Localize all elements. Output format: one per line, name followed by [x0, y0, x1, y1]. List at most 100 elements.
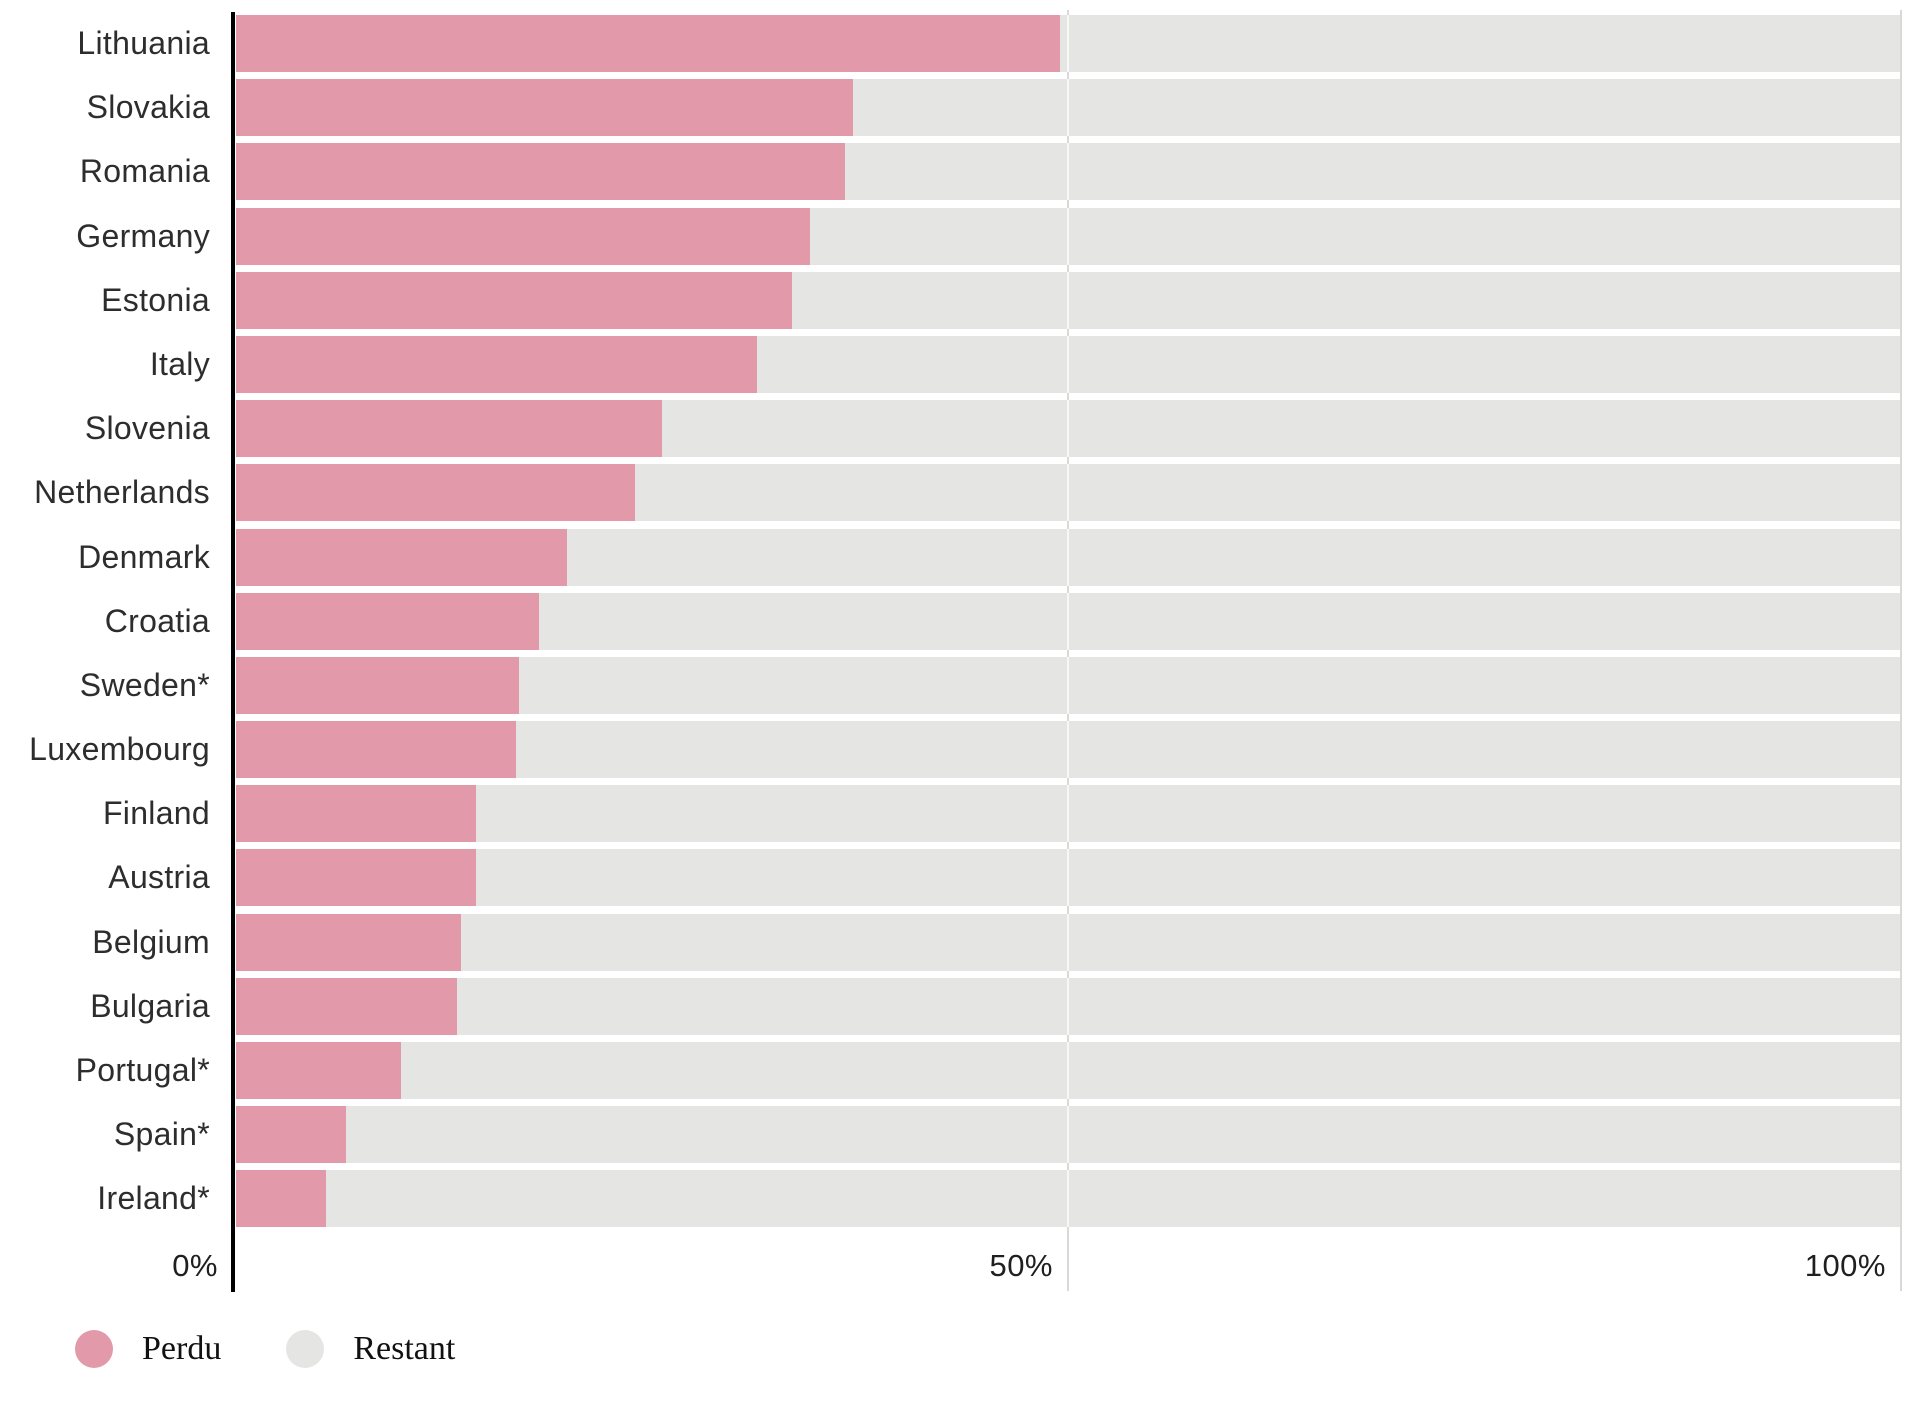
restant-bar — [236, 271, 1900, 329]
country-label: Slovenia — [84, 410, 210, 447]
gridline-50-overlay — [1066, 656, 1070, 714]
restant-bar — [236, 977, 1900, 1035]
perdu-bar — [236, 977, 458, 1035]
label-axis-gap — [210, 978, 236, 1035]
label-axis-gap — [210, 272, 236, 329]
label-axis-gap — [210, 849, 236, 906]
gridline-50-overlay — [1066, 143, 1070, 201]
country-label: Sweden* — [79, 666, 210, 703]
perdu-bar — [236, 207, 811, 265]
restant-bar — [236, 15, 1900, 72]
country-label: Denmark — [78, 538, 210, 575]
chart-row: Luxembourg — [0, 721, 1900, 779]
chart-rows: Lithuania Slovakia Romania Germany Estonia It… — [0, 15, 1900, 1228]
restant-bar — [236, 1042, 1900, 1099]
x-tick-0: 0% — [172, 1248, 218, 1283]
legend-item-restant: Restant — [286, 1330, 455, 1368]
gridline-50-overlay — [1066, 15, 1070, 72]
gridline-50-overlay — [1066, 721, 1070, 779]
label-axis-gap — [210, 79, 236, 136]
gridline-50-overlay — [1066, 1042, 1070, 1099]
restant-bar — [236, 207, 1900, 265]
chart-row: Austria — [0, 849, 1900, 907]
legend-label-restant: Restant — [353, 1330, 456, 1367]
country-label: Estonia — [101, 281, 210, 318]
restant-bar — [236, 400, 1900, 458]
country-label: Bulgaria — [90, 987, 210, 1024]
country-label: Slovakia — [86, 89, 210, 126]
gridline-50-overlay — [1066, 271, 1070, 329]
y-axis-line — [231, 12, 235, 1292]
restant-bar — [236, 79, 1900, 137]
country-label: Finland — [102, 795, 210, 832]
country-label: Romania — [79, 153, 210, 190]
x-tick-50: 50% — [989, 1248, 1053, 1283]
label-axis-gap — [210, 1042, 236, 1099]
country-label: Croatia — [104, 602, 210, 639]
gridline-50-overlay — [1066, 335, 1070, 393]
perdu-bar — [236, 849, 476, 907]
restant-swatch-icon — [286, 1330, 325, 1368]
perdu-bar — [236, 785, 476, 843]
chart-row: Finland — [0, 785, 1900, 843]
country-label: Germany — [76, 217, 210, 254]
restant-bar — [236, 656, 1900, 714]
country-label: Austria — [108, 859, 210, 896]
label-axis-gap — [210, 785, 236, 842]
gridline-50-overlay — [1066, 1106, 1070, 1164]
perdu-bar — [236, 913, 461, 971]
chart-row: Slovenia — [0, 400, 1900, 458]
country-label: Belgium — [92, 923, 210, 960]
restant-bar — [236, 849, 1900, 907]
gridline-50-overlay — [1066, 528, 1070, 586]
country-label: Luxembourg — [29, 731, 210, 768]
perdu-bar — [236, 528, 568, 586]
restant-bar — [236, 1170, 1900, 1228]
perdu-bar — [236, 15, 1060, 72]
country-label: Netherlands — [34, 474, 210, 511]
chart-row: Portugal* — [0, 1042, 1900, 1099]
perdu-bar — [236, 592, 539, 650]
country-label: Portugal* — [75, 1052, 210, 1088]
restant-bar — [236, 785, 1900, 843]
chart-row: Lithuania — [0, 15, 1900, 72]
perdu-bar — [236, 400, 662, 458]
restant-bar — [236, 528, 1900, 586]
perdu-bar — [236, 1170, 326, 1228]
perdu-bar — [236, 271, 792, 329]
country-label: Spain* — [113, 1116, 210, 1153]
label-axis-gap — [210, 1106, 236, 1163]
chart-row: Croatia — [0, 592, 1900, 650]
label-axis-gap — [210, 143, 236, 200]
gridline-50-overlay — [1066, 400, 1070, 458]
perdu-bar — [236, 143, 846, 201]
perdu-bar — [236, 464, 636, 522]
chart-row: Italy — [0, 335, 1900, 393]
chart-row: Spain* — [0, 1106, 1900, 1164]
restant-bar — [236, 1106, 1900, 1164]
label-axis-gap — [210, 464, 236, 521]
legend-label-perdu: Perdu — [142, 1330, 222, 1367]
perdu-bar — [236, 335, 757, 393]
gridline-50-overlay — [1066, 207, 1070, 265]
restant-bar — [236, 464, 1900, 522]
legend: Perdu Restant — [75, 1330, 455, 1368]
restant-bar — [236, 721, 1900, 779]
perdu-swatch-icon — [75, 1330, 113, 1368]
legend-item-perdu: Perdu — [75, 1330, 221, 1368]
gridline-50-overlay — [1066, 785, 1070, 843]
label-axis-gap — [210, 657, 236, 714]
gridline-100-percent — [1900, 10, 1902, 1291]
perdu-bar — [236, 79, 854, 137]
gridline-50-overlay — [1066, 79, 1070, 137]
gridline-50-percent — [1067, 10, 1069, 1291]
chart-row: Denmark — [0, 528, 1900, 586]
perdu-bar — [236, 656, 519, 714]
chart-row: Belgium — [0, 913, 1900, 971]
x-tick-100: 100% — [1804, 1248, 1886, 1283]
country-label: Italy — [149, 345, 210, 382]
label-axis-gap — [210, 400, 236, 457]
chart-row: Slovakia — [0, 79, 1900, 137]
chart-row: Netherlands — [0, 464, 1900, 522]
